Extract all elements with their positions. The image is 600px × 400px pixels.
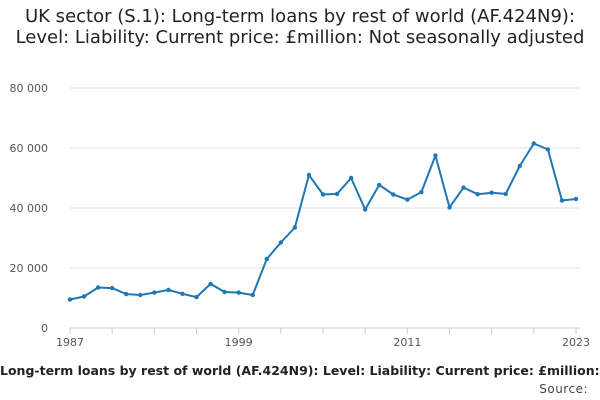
y-tick-label: 60 000: [10, 142, 49, 155]
data-point: [95, 285, 101, 290]
data-point: [405, 197, 410, 202]
data-point: [559, 198, 565, 203]
data-point: [489, 190, 494, 195]
data-point: [334, 191, 340, 197]
data-point: [264, 256, 269, 262]
data-point: [461, 185, 466, 190]
chart-title: UK sector (S.1): Long-term loans by rest…: [15, 6, 585, 48]
data-point: [208, 281, 213, 287]
data-point: [152, 290, 157, 295]
data-point: [194, 294, 199, 300]
data-point: [166, 287, 171, 293]
data-point: [222, 289, 227, 295]
x-axis-label: Long-term loans by rest of world (AF.424…: [0, 363, 600, 378]
data-point: [138, 292, 143, 298]
x-axis-ticks: 1987 1999 2011 2023: [56, 328, 590, 349]
data-point: [348, 175, 354, 181]
data-point: [433, 153, 438, 158]
data-point: [67, 297, 73, 302]
series-layer: [67, 141, 579, 302]
data-point: [573, 196, 579, 202]
data-point: [447, 205, 452, 210]
data-point: [475, 192, 480, 197]
y-tick-label: 80 000: [10, 82, 49, 95]
data-point: [391, 192, 396, 197]
series-line: [69, 142, 577, 301]
data-point: [545, 147, 551, 152]
data-point: [292, 225, 298, 230]
data-point: [81, 294, 87, 299]
data-point: [180, 291, 185, 296]
y-axis-ticks: 0 20 000 40 000 60 000 80 000: [10, 82, 49, 335]
x-tick-label: 2023: [562, 336, 590, 349]
data-point: [250, 292, 255, 298]
data-point: [320, 192, 326, 197]
gridlines: [70, 87, 580, 269]
data-point: [306, 172, 312, 178]
data-point: [124, 291, 129, 297]
data-point: [362, 207, 368, 212]
x-tick-label: 1999: [225, 336, 253, 349]
data-point: [109, 285, 115, 291]
x-tick-label: 2011: [393, 336, 421, 349]
y-tick-label: 40 000: [10, 202, 49, 215]
data-point: [503, 191, 508, 197]
data-point: [377, 182, 382, 188]
x-tick-label: 1987: [56, 336, 84, 349]
y-tick-label: 0: [41, 322, 48, 335]
source-label: Source:: [539, 382, 588, 396]
data-point: [531, 141, 537, 146]
data-point: [419, 189, 424, 195]
data-point: [517, 163, 522, 169]
data-point: [236, 290, 241, 295]
y-tick-label: 20 000: [10, 262, 49, 275]
data-point: [278, 240, 284, 245]
